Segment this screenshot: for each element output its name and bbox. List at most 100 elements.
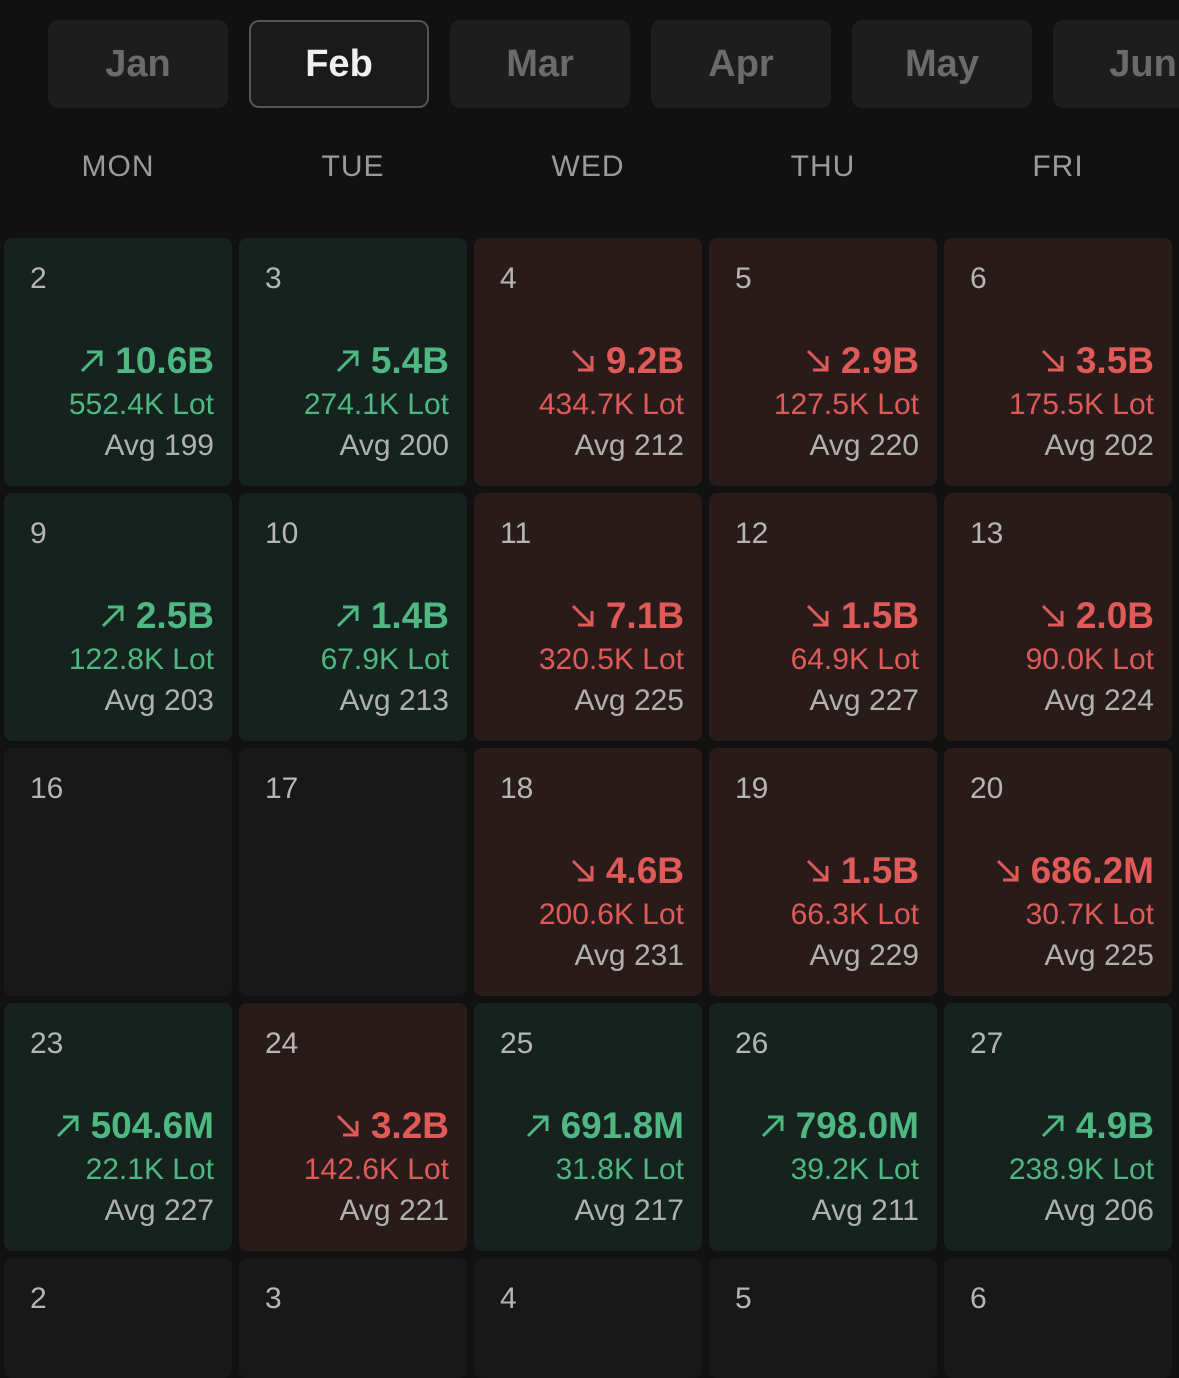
day-number: 9 [30,517,47,550]
calendar-day-cell[interactable]: 6 3.5B 175.5K Lot Avg 202 [944,238,1172,486]
trade-value-text: 4.6B [605,850,684,891]
trade-value-text: 5.4B [370,340,449,381]
average-price: Avg 217 [574,1194,684,1227]
lot-volume: 142.6K Lot [303,1153,449,1186]
day-number: 19 [735,772,769,805]
day-number: 5 [735,262,752,295]
average-price: Avg 211 [811,1194,919,1227]
day-stats: 686.2M 30.7K Lot Avg 225 [995,848,1154,976]
arrow-down-right-icon [336,1114,359,1137]
calendar-day-cell[interactable]: 20 686.2M 30.7K Lot Avg 225 [944,748,1172,996]
day-stats: 1.5B 64.9K Lot Avg 227 [791,593,919,721]
month-tab-may[interactable]: May [852,20,1032,108]
arrow-up-right-icon [336,605,359,628]
day-stats: 2.0B 90.0K Lot Avg 224 [1026,593,1154,721]
average-price: Avg 213 [339,684,449,717]
calendar-day-cell[interactable]: 16 [4,748,232,996]
average-price: Avg 224 [1044,684,1154,717]
day-stats: 10.6B 552.4K Lot Avg 199 [69,338,214,466]
trade-value-text: 1.4B [370,595,449,636]
month-tab-jun[interactable]: Jun [1053,20,1179,108]
calendar-day-cell[interactable]: 10 1.4B 67.9K Lot Avg 213 [239,493,467,741]
calendar-day-cell[interactable]: 23 504.6M 22.1K Lot Avg 227 [4,1003,232,1251]
lot-volume: 238.9K Lot [1008,1153,1154,1186]
calendar-day-cell[interactable]: 4 [474,1258,702,1378]
calendar-day-cell[interactable]: 5 [709,1258,937,1378]
day-number: 16 [30,772,64,805]
day-number: 24 [265,1027,299,1060]
weekday-label: MON [81,150,155,183]
day-stats: 691.8M 31.8K Lot Avg 217 [525,1103,684,1231]
trade-value: 1.5B [791,848,919,894]
day-number: 18 [500,772,534,805]
trade-value: 2.9B [774,338,919,384]
average-price: Avg 231 [574,939,684,972]
calendar-day-cell[interactable]: 4 9.2B 434.7K Lot Avg 212 [474,238,702,486]
trade-value-text: 9.2B [605,340,684,381]
arrow-up-right-icon [761,1115,784,1138]
trade-value: 798.0M [760,1103,919,1149]
calendar-day-cell[interactable]: 11 7.1B 320.5K Lot Avg 225 [474,493,702,741]
trade-value: 504.6M [55,1103,214,1149]
calendar-day-cell[interactable]: 2 [4,1258,232,1378]
lot-volume: 66.3K Lot [790,898,919,931]
average-price: Avg 229 [809,939,919,972]
weekday-label: WED [551,150,625,183]
trade-value-text: 798.0M [795,1105,919,1146]
trade-value: 686.2M [995,848,1154,894]
average-price: Avg 206 [1044,1194,1154,1227]
arrow-up-right-icon [101,605,124,628]
calendar-day-cell[interactable]: 17 [239,748,467,996]
lot-volume: 22.1K Lot [85,1153,214,1186]
arrow-up-right-icon [56,1115,79,1138]
month-tab-jan[interactable]: Jan [48,20,228,108]
lot-volume: 320.5K Lot [538,643,684,676]
calendar-day-cell[interactable]: 5 2.9B 127.5K Lot Avg 220 [709,238,937,486]
lot-volume: 127.5K Lot [773,388,919,421]
lot-volume: 122.8K Lot [68,643,214,676]
calendar-day-cell[interactable]: 12 1.5B 64.9K Lot Avg 227 [709,493,937,741]
weekday-header: MON TUE WED THU FRI [0,150,1179,200]
arrow-down-right-icon [571,604,594,627]
arrow-down-right-icon [571,859,594,882]
day-stats: 1.5B 66.3K Lot Avg 229 [791,848,919,976]
arrow-up-right-icon [1041,1115,1064,1138]
day-number: 17 [265,772,299,805]
calendar-day-cell[interactable]: 26 798.0M 39.2K Lot Avg 211 [709,1003,937,1251]
arrow-up-right-icon [526,1115,549,1138]
trade-value-text: 1.5B [840,850,919,891]
arrow-down-right-icon [996,859,1019,882]
calendar-day-cell[interactable]: 19 1.5B 66.3K Lot Avg 229 [709,748,937,996]
day-number: 23 [30,1027,64,1060]
calendar-day-cell[interactable]: 25 691.8M 31.8K Lot Avg 217 [474,1003,702,1251]
trade-value: 5.4B [304,338,449,384]
calendar-day-cell[interactable]: 18 4.6B 200.6K Lot Avg 231 [474,748,702,996]
calendar-day-cell[interactable]: 6 [944,1258,1172,1378]
calendar-day-cell[interactable]: 27 4.9B 238.9K Lot Avg 206 [944,1003,1172,1251]
calendar-day-cell[interactable]: 3 5.4B 274.1K Lot Avg 200 [239,238,467,486]
lot-volume: 200.6K Lot [538,898,684,931]
calendar-day-cell[interactable]: 3 [239,1258,467,1378]
calendar-day-cell[interactable]: 13 2.0B 90.0K Lot Avg 224 [944,493,1172,741]
arrow-down-right-icon [806,349,829,372]
month-tab-apr[interactable]: Apr [651,20,831,108]
average-price: Avg 200 [339,429,449,462]
calendar-day-cell[interactable]: 24 3.2B 142.6K Lot Avg 221 [239,1003,467,1251]
arrow-up-right-icon [336,350,359,373]
month-tab-feb[interactable]: Feb [249,20,429,108]
weekday-label: TUE [321,150,385,183]
day-stats: 4.6B 200.6K Lot Avg 231 [539,848,684,976]
arrow-up-right-icon [81,350,103,373]
trade-value-text: 1.5B [840,595,919,636]
lot-volume: 31.8K Lot [555,1153,684,1186]
trade-value: 2.0B [1026,593,1154,639]
day-number: 4 [500,262,517,295]
day-stats: 7.1B 320.5K Lot Avg 225 [539,593,684,721]
average-price: Avg 212 [574,429,684,462]
calendar-day-cell[interactable]: 2 10.6B 552.4K Lot Avg 199 [4,238,232,486]
average-price: Avg 227 [809,684,919,717]
day-number: 5 [735,1282,752,1315]
month-tab-mar[interactable]: Mar [450,20,630,108]
day-stats: 3.5B 175.5K Lot Avg 202 [1009,338,1154,466]
calendar-day-cell[interactable]: 9 2.5B 122.8K Lot Avg 203 [4,493,232,741]
